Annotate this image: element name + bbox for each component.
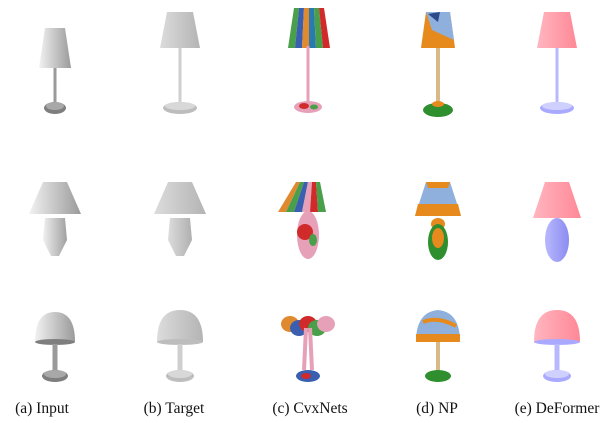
shade-segment — [302, 182, 312, 212]
pole — [306, 46, 310, 104]
base-blob — [310, 104, 318, 110]
dome-rim — [534, 339, 580, 345]
shade-band — [426, 182, 450, 188]
cell-target-row3 — [130, 270, 230, 395]
dome — [534, 310, 580, 342]
shade — [537, 12, 577, 48]
shade-segment — [278, 182, 300, 212]
shade-segment — [294, 182, 308, 212]
shade-segment — [302, 8, 309, 48]
body-accent — [432, 228, 444, 248]
caption-target: (b) Target — [143, 400, 205, 417]
base-top — [44, 370, 66, 378]
base-top — [432, 101, 444, 107]
caption-np: (d) NP — [416, 400, 458, 417]
pole — [177, 344, 183, 372]
dome-band — [416, 334, 460, 342]
pole — [52, 344, 58, 372]
body-blob — [297, 224, 313, 240]
body — [168, 218, 192, 256]
shade-segment — [316, 182, 326, 212]
base-blob — [301, 373, 311, 379]
dome — [157, 310, 203, 342]
base-blob — [299, 103, 309, 109]
shade — [39, 28, 71, 68]
base — [423, 103, 453, 117]
shade-segment — [309, 8, 316, 48]
shade-accent — [426, 12, 454, 40]
cell-input-row1 — [5, 0, 105, 125]
dome-band — [422, 317, 457, 328]
cell-deformer-row2 — [507, 140, 607, 265]
cell-np-row1 — [388, 0, 488, 125]
cell-cvxnets-row3 — [258, 270, 358, 395]
cell-cvxnets-row2 — [258, 140, 358, 265]
dome-rim — [35, 339, 75, 345]
shade-segment — [319, 8, 330, 48]
base-top — [542, 102, 572, 110]
shade-band — [415, 204, 461, 216]
pole — [302, 327, 314, 371]
shade-segment — [310, 182, 318, 212]
base-top — [46, 102, 64, 110]
shade-segment — [314, 8, 323, 48]
pole — [554, 344, 560, 372]
body — [545, 218, 569, 262]
shade-segment — [286, 182, 304, 212]
shade-segment — [295, 8, 304, 48]
cell-input-row3 — [5, 270, 105, 395]
dome — [35, 312, 75, 342]
pole — [436, 342, 440, 372]
shade — [154, 182, 206, 214]
pole — [555, 48, 559, 106]
cell-deformer-row3 — [507, 270, 607, 395]
shade — [533, 182, 581, 218]
base-top — [165, 102, 195, 110]
cell-input-row2 — [5, 140, 105, 265]
shade — [160, 12, 200, 48]
pole — [178, 48, 182, 106]
cell-target-row2 — [130, 140, 230, 265]
caption-deformer: (e) DeFormer — [514, 400, 600, 417]
cell-np-row3 — [388, 270, 488, 395]
shade-segment — [288, 8, 299, 48]
dome-segment — [317, 316, 335, 332]
caption-cvxnets: (c) CvxNets — [272, 400, 348, 417]
pole — [53, 68, 57, 104]
pole — [436, 48, 440, 104]
shade — [29, 182, 81, 214]
caption-input: (a) Input — [15, 400, 69, 417]
body — [43, 218, 67, 256]
shade-accent — [428, 12, 440, 22]
base — [425, 370, 451, 382]
cell-cvxnets-row1 — [258, 0, 358, 125]
body-blob — [309, 234, 317, 246]
base-top — [168, 370, 192, 378]
dome-rim — [157, 339, 203, 345]
cell-np-row2 — [388, 140, 488, 265]
cell-target-row1 — [130, 0, 230, 125]
base-top — [545, 370, 569, 378]
cell-deformer-row1 — [507, 0, 607, 125]
